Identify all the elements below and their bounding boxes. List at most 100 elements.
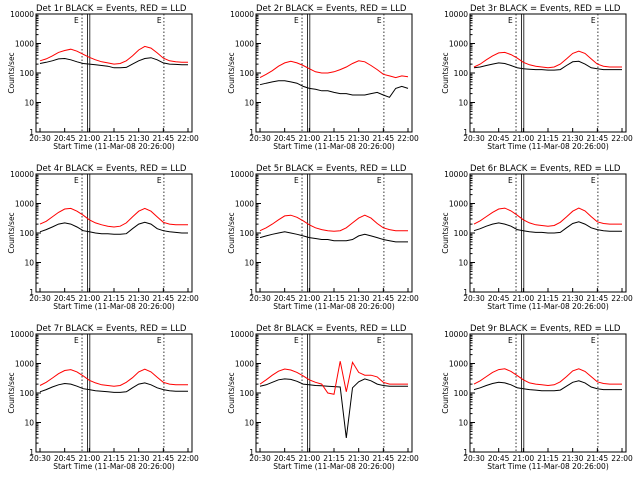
y-tick-label: 100 — [240, 69, 255, 78]
x-axis-label: Start Time (11-Mar-08 20:26:00) — [273, 302, 395, 311]
x-tick-label: 21:15 — [103, 134, 125, 143]
y-axis-label: Counts/sec — [227, 52, 236, 93]
y-tick-label: 10 — [24, 259, 34, 268]
x-tick-label: 20:45 — [274, 134, 296, 143]
series-line — [259, 60, 409, 79]
x-tick-label: 20:30 — [463, 454, 485, 463]
series-line — [39, 382, 188, 393]
marker-label: E — [74, 176, 79, 185]
chart-title: Det 8r BLACK = Events, RED = LLD — [256, 324, 407, 334]
y-tick-label: 10000 — [444, 170, 468, 179]
y-tick-label: 1000 — [449, 40, 468, 49]
series-line — [39, 45, 188, 65]
chart-panel: Det 7r BLACK = Events, RED = LLD 1 10 100 10… — [7, 324, 199, 471]
y-tick-label: 1000 — [235, 40, 254, 49]
y-tick-label: 1000 — [235, 360, 254, 369]
chart-panel: Det 5r BLACK = Events, RED = LLD 1 10 100 10… — [227, 164, 419, 311]
x-tick-label: 21:45 — [587, 294, 609, 303]
series-line — [473, 50, 622, 69]
chart-title: Det 9r BLACK = Events, RED = LLD — [470, 324, 621, 334]
chart-title: Det 3r BLACK = Events, RED = LLD — [470, 4, 621, 14]
x-axis-label: Start Time (11-Mar-08 20:26:00) — [487, 462, 609, 471]
x-tick-label: 21:45 — [373, 454, 395, 463]
series-line — [473, 60, 622, 71]
y-tick-label: 1 — [463, 288, 468, 297]
x-tick-label: 21:30 — [128, 294, 150, 303]
y-tick-label: 10000 — [444, 330, 468, 339]
y-tick-label: 1000 — [15, 200, 34, 209]
y-axis-label: Counts/sec — [441, 52, 450, 93]
x-tick-label: 21:00 — [513, 454, 535, 463]
x-tick-label: 22:00 — [611, 454, 633, 463]
x-axis-label: Start Time (11-Mar-08 20:26:00) — [53, 462, 175, 471]
y-tick-label: 1000 — [449, 360, 468, 369]
y-tick-label: 1 — [29, 128, 34, 137]
y-tick-label: 10 — [244, 99, 254, 108]
y-tick-label: 10 — [24, 419, 34, 428]
x-tick-label: 21:15 — [323, 454, 345, 463]
y-tick-label: 10000 — [10, 10, 34, 19]
series-line — [473, 207, 622, 227]
y-axis-label: Counts/sec — [227, 212, 236, 253]
marker-label: E — [591, 336, 596, 345]
series-line — [259, 80, 409, 98]
x-tick-label: 22:00 — [177, 294, 199, 303]
y-tick-label: 10 — [458, 419, 468, 428]
y-tick-label: 100 — [20, 229, 35, 238]
y-tick-label: 1 — [29, 448, 34, 457]
plot-frame — [35, 13, 193, 133]
x-tick-label: 20:45 — [488, 134, 510, 143]
x-tick-label: 21:15 — [323, 294, 345, 303]
y-tick-label: 1 — [463, 448, 468, 457]
chart-title: Det 4r BLACK = Events, RED = LLD — [36, 164, 187, 174]
y-tick-label: 100 — [240, 229, 255, 238]
y-tick-label: 10000 — [230, 10, 254, 19]
series-line — [473, 380, 622, 392]
y-tick-label: 10000 — [230, 170, 254, 179]
marker-label: E — [591, 16, 596, 25]
x-tick-label: 21:45 — [153, 454, 175, 463]
plot-frame — [255, 13, 413, 133]
x-tick-label: 20:30 — [29, 134, 51, 143]
x-tick-label: 21:15 — [537, 134, 559, 143]
marker-label: E — [377, 336, 382, 345]
x-axis-label: Start Time (11-Mar-08 20:26:00) — [273, 142, 395, 151]
x-tick-label: 22:00 — [177, 134, 199, 143]
series-line — [39, 368, 188, 387]
plot-frame — [35, 173, 193, 293]
x-tick-label: 20:45 — [488, 454, 510, 463]
series-line — [259, 360, 408, 395]
y-tick-label: 100 — [454, 229, 469, 238]
x-tick-label: 22:00 — [177, 454, 199, 463]
marker-label: E — [294, 16, 299, 25]
x-tick-label: 21:15 — [537, 454, 559, 463]
marker-label: E — [294, 176, 299, 185]
x-tick-label: 20:30 — [249, 134, 271, 143]
y-axis-label: Counts/sec — [7, 372, 16, 413]
series-line — [473, 368, 622, 387]
series-line — [39, 207, 188, 228]
x-tick-label: 21:00 — [79, 454, 101, 463]
y-tick-label: 1000 — [235, 200, 254, 209]
y-tick-label: 100 — [20, 69, 35, 78]
y-axis-label: Counts/sec — [441, 212, 450, 253]
x-tick-label: 21:00 — [299, 294, 321, 303]
plot-frame — [469, 333, 627, 453]
chart-panel: Det 9r BLACK = Events, RED = LLD 1 10 100 10… — [441, 324, 633, 471]
y-tick-label: 1 — [463, 128, 468, 137]
x-axis-label: Start Time (11-Mar-08 20:26:00) — [273, 462, 395, 471]
marker-label: E — [508, 336, 513, 345]
y-tick-label: 1 — [249, 288, 254, 297]
plot-frame — [35, 333, 193, 453]
x-tick-label: 21:00 — [299, 134, 321, 143]
x-tick-label: 21:15 — [323, 134, 345, 143]
y-tick-label: 10000 — [10, 330, 34, 339]
chart-title: Det 5r BLACK = Events, RED = LLD — [256, 164, 407, 174]
y-tick-label: 10 — [458, 99, 468, 108]
y-tick-label: 10000 — [10, 170, 34, 179]
marker-label: E — [157, 336, 162, 345]
y-tick-label: 1000 — [15, 40, 34, 49]
x-tick-label: 21:15 — [103, 294, 125, 303]
x-tick-label: 20:30 — [463, 294, 485, 303]
series-line — [259, 231, 408, 243]
